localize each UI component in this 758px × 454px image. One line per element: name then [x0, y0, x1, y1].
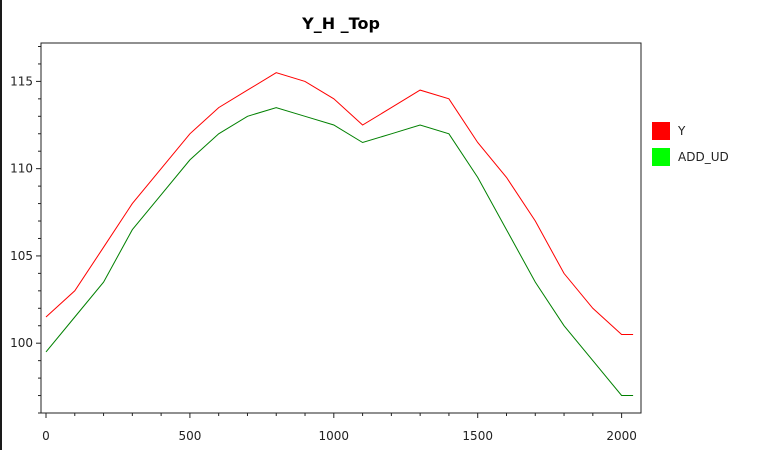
y-tick-label: 115: [10, 74, 33, 88]
series-line-y: [45, 72, 634, 335]
legend-label: Y: [678, 124, 686, 138]
x-tick-label: 2000: [606, 429, 637, 443]
y-tick-label: 110: [10, 162, 33, 176]
x-tick-label: 1500: [462, 429, 493, 443]
plot-area: [40, 42, 642, 414]
y-tick-label: 100: [10, 336, 33, 350]
legend-item: Y: [652, 122, 729, 140]
legend-swatch: [652, 148, 670, 166]
x-tick-label: 500: [178, 429, 201, 443]
window-left-edge: [0, 0, 2, 450]
x-tick-label: 1000: [319, 429, 350, 443]
x-tick-label: 0: [42, 429, 50, 443]
legend-label: ADD_UD: [678, 150, 729, 164]
y-tick-label: 105: [10, 249, 33, 263]
series-line-add-ud: [45, 107, 634, 396]
legend-item: ADD_UD: [652, 148, 729, 166]
chart-title: Y_H _Top: [301, 14, 380, 33]
series-layer: [45, 72, 634, 396]
legend: Y ADD_UD: [652, 122, 729, 174]
legend-swatch: [652, 122, 670, 140]
axis-ticks: 0 500 1000 1500 2000 100 105 110 115: [10, 45, 637, 443]
